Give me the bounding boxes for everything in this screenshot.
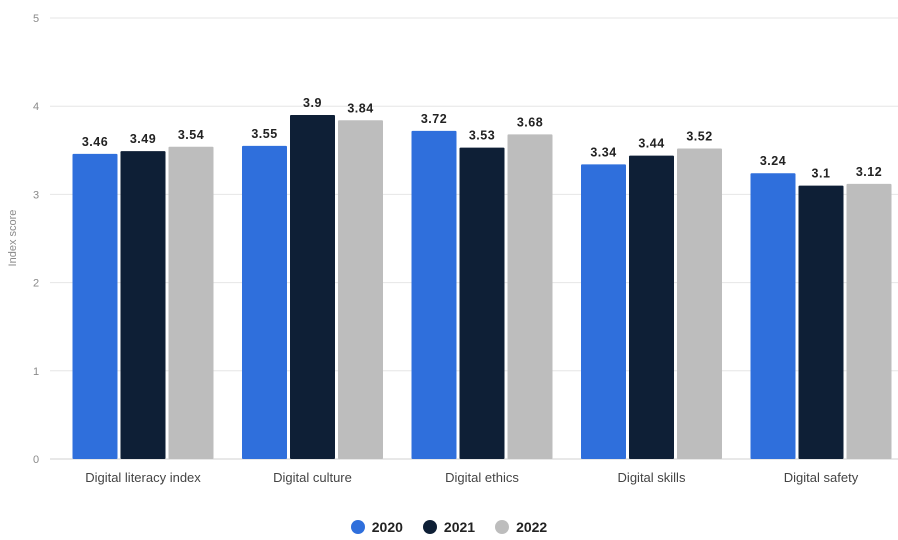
bar-2022-3 — [677, 148, 722, 459]
y-tick-label: 2 — [33, 278, 39, 290]
bars — [72, 115, 892, 460]
legend-swatch — [422, 520, 437, 534]
bar-2020-1 — [242, 145, 287, 459]
bar-2021-0 — [120, 151, 166, 459]
bar-2022-4 — [846, 183, 892, 460]
legend: 2020 2021 2022 — [0, 519, 898, 535]
y-tick-label: 3 — [33, 189, 39, 201]
x-axis-categories: Digital literacy index Digital culture Dig… — [85, 470, 859, 485]
y-tick-label: 0 — [33, 454, 39, 466]
legend-label: 2021 — [443, 519, 476, 535]
category-label: Digital skills — [618, 470, 686, 485]
data-label: 3.72 — [421, 112, 447, 126]
y-tick-label: 5 — [33, 13, 39, 25]
bar-2021-3 — [629, 155, 674, 460]
data-label: 3.49 — [130, 132, 156, 146]
category-label: Digital ethics — [445, 470, 519, 485]
data-label: 3.55 — [251, 127, 277, 141]
bar-2020-2 — [411, 130, 457, 459]
data-label: 3.12 — [856, 165, 882, 179]
legend-swatch — [350, 520, 365, 534]
bar-2020-3 — [581, 164, 626, 460]
y-tick-label: 1 — [33, 366, 39, 378]
data-label: 3.9 — [303, 96, 322, 110]
legend-item-2020[interactable]: 2020 — [350, 519, 403, 535]
legend-label: 2022 — [516, 519, 548, 535]
bar-2021-4 — [798, 185, 844, 459]
data-labels: 3.46 3.49 3.54 3.55 3.9 3.84 3.72 3.53 3.68 3.34 3… — [82, 96, 882, 181]
data-label: 3.54 — [178, 128, 204, 142]
bar-2021-2 — [459, 147, 505, 460]
data-label: 3.53 — [469, 129, 495, 143]
legend-item-2021[interactable]: 2021 — [422, 519, 476, 535]
data-label: 3.34 — [590, 145, 616, 159]
legend-label: 2020 — [371, 519, 403, 535]
data-label: 3.1 — [812, 167, 831, 181]
category-label: Digital culture — [273, 470, 352, 485]
y-axis-ticks: 0 1 2 3 4 5 — [33, 13, 39, 466]
y-tick-label: 4 — [33, 101, 39, 113]
bar-2020-4 — [750, 173, 796, 459]
data-label: 3.44 — [638, 137, 664, 151]
data-label: 3.52 — [686, 130, 712, 144]
category-label: Digital safety — [784, 470, 859, 485]
data-label: 3.24 — [760, 154, 786, 168]
data-label: 3.46 — [82, 135, 108, 149]
category-label: Digital literacy index — [85, 470, 201, 485]
legend-swatch — [495, 520, 510, 534]
data-label: 3.84 — [347, 101, 373, 115]
bar-2020-0 — [72, 153, 118, 459]
legend-item-2022[interactable]: 2022 — [495, 519, 547, 535]
y-axis-label: Index score — [7, 210, 19, 267]
bar-2022-1 — [338, 120, 383, 459]
bar-2022-0 — [168, 146, 214, 459]
bar-2021-1 — [290, 115, 335, 460]
bar-2022-2 — [507, 134, 553, 459]
data-label: 3.68 — [517, 115, 543, 129]
